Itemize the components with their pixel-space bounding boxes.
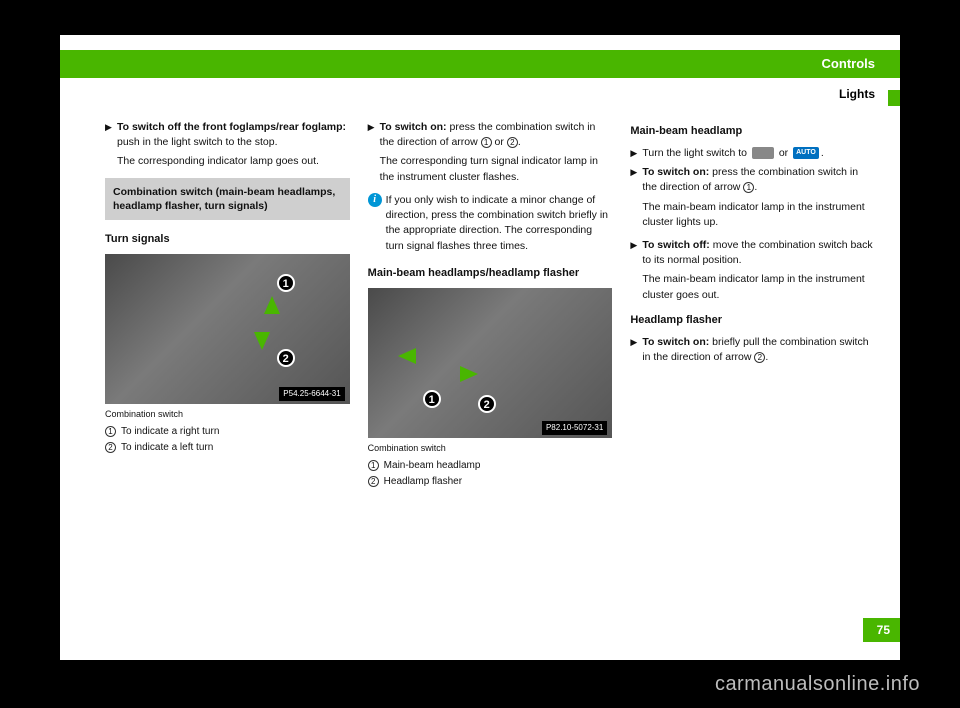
figure-caption: Combination switch — [105, 408, 350, 421]
info-note: i If you only wish to indicate a minor c… — [368, 193, 613, 254]
circled-2: 2 — [754, 352, 765, 363]
bullet-item: ▶ To switch on: press the combination sw… — [630, 165, 875, 195]
watermark: carmanualsonline.info — [715, 673, 920, 696]
bullet-item: ▶ Turn the light switch to or AUTO. — [630, 146, 875, 161]
bullet-text: To switch off the front foglamps/rear fo… — [117, 120, 350, 150]
legend-num: 2 — [368, 475, 384, 490]
callout-1: 1 — [423, 390, 441, 408]
circled-1: 1 — [368, 460, 379, 471]
circled-1: 1 — [743, 182, 754, 193]
text: . — [821, 147, 824, 159]
callout-2: 2 — [478, 395, 496, 413]
bold-text: To switch on: — [380, 121, 447, 133]
bullet-item: ▶ To switch on: press the combination sw… — [368, 120, 613, 150]
bullet-arrow-icon: ▶ — [630, 165, 642, 195]
bullet-arrow-icon: ▶ — [630, 335, 642, 365]
bullet-text: To switch on: press the combination swit… — [642, 165, 875, 195]
bold-text: To switch on: — [642, 166, 709, 178]
arrow-right-icon — [460, 366, 478, 382]
legend-text: Headlamp flasher — [384, 475, 462, 490]
figure-ref: P54.25-6644-31 — [279, 387, 344, 401]
figure-main-beam: 1 2 P82.10-5072-31 — [368, 288, 613, 438]
auto-icon: AUTO — [793, 147, 819, 159]
bullet-arrow-icon: ▶ — [105, 120, 117, 150]
sub-heading: Turn signals — [105, 232, 350, 248]
legend-num: 1 — [105, 425, 121, 440]
sub-heading: Main-beam headlamp — [630, 124, 875, 140]
section-title: Controls — [822, 56, 875, 71]
bullet-arrow-icon: ▶ — [368, 120, 380, 150]
bullet-item: ▶ To switch on: briefly pull the combina… — [630, 335, 875, 365]
edge-tab — [888, 90, 900, 106]
legend-text: To indicate a left turn — [121, 441, 213, 456]
bullet-text: To switch off: move the combination swit… — [642, 238, 875, 268]
column-2: ▶ To switch on: press the combination sw… — [368, 120, 613, 492]
headlamp-icon — [752, 147, 774, 159]
figure-ref: P82.10-5072-31 — [542, 421, 607, 435]
figure-caption: Combination switch — [368, 442, 613, 455]
legend-num: 2 — [105, 441, 121, 456]
circled-2: 2 — [105, 442, 116, 453]
content-columns: ▶ To switch off the front foglamps/rear … — [105, 120, 875, 492]
text: . — [765, 351, 768, 363]
sub-heading: Main-beam headlamps/headlamp flasher — [368, 266, 613, 282]
legend-row: 2 To indicate a left turn — [105, 441, 350, 456]
legend-text: Main-beam headlamp — [384, 459, 481, 474]
info-text: If you only wish to indicate a minor cha… — [386, 193, 613, 254]
manual-page: Controls Lights ▶ To switch off the fron… — [60, 35, 900, 660]
text: push in the light switch to the stop. — [117, 136, 278, 148]
bullet-text: Turn the light switch to or AUTO. — [642, 146, 875, 161]
circled-2: 2 — [368, 476, 379, 487]
bullet-arrow-icon: ▶ — [630, 238, 642, 268]
result-text: The main-beam indicator lamp in the inst… — [642, 200, 875, 230]
text: . — [518, 136, 521, 148]
text: or — [776, 147, 791, 159]
subsection-title: Lights — [839, 87, 875, 101]
arrow-down-icon — [254, 332, 270, 350]
result-text: The corresponding turn signal indicator … — [380, 154, 613, 184]
column-3: Main-beam headlamp ▶ Turn the light swit… — [630, 120, 875, 492]
legend-row: 1 To indicate a right turn — [105, 425, 350, 440]
circled-1: 1 — [105, 426, 116, 437]
text: . — [754, 181, 757, 193]
text: Turn the light switch to — [642, 147, 750, 159]
result-text: The main-beam indicator lamp in the inst… — [642, 272, 875, 302]
page-number: 75 — [863, 618, 900, 642]
sub-heading: Headlamp flasher — [630, 313, 875, 329]
bullet-item: ▶ To switch off: move the combination sw… — [630, 238, 875, 268]
bold-text: To switch on: — [642, 336, 709, 348]
result-text: The corresponding indicator lamp goes ou… — [117, 154, 350, 169]
legend-text: To indicate a right turn — [121, 425, 219, 440]
info-icon: i — [368, 193, 382, 207]
legend-num: 1 — [368, 459, 384, 474]
arrow-up-icon — [264, 296, 280, 314]
figure-turn-signals: 1 2 P54.25-6644-31 — [105, 254, 350, 404]
circled-2: 2 — [507, 137, 518, 148]
bold-text: To switch off: — [642, 239, 709, 251]
column-1: ▶ To switch off the front foglamps/rear … — [105, 120, 350, 492]
text: or — [492, 136, 507, 148]
bullet-arrow-icon: ▶ — [630, 146, 642, 161]
bold-text: To switch off the front foglamps/rear fo… — [117, 121, 346, 133]
bullet-item: ▶ To switch off the front foglamps/rear … — [105, 120, 350, 150]
arrow-left-icon — [398, 348, 416, 364]
section-header-band: Controls — [60, 50, 900, 78]
legend-row: 1 Main-beam headlamp — [368, 459, 613, 474]
legend-row: 2 Headlamp flasher — [368, 475, 613, 490]
callout-1: 1 — [277, 274, 295, 292]
bullet-text: To switch on: press the combination swit… — [380, 120, 613, 150]
topic-grey-box: Combination switch (main-beam headlamps,… — [105, 178, 350, 220]
bullet-text: To switch on: briefly pull the combinati… — [642, 335, 875, 365]
circled-1: 1 — [481, 137, 492, 148]
callout-2: 2 — [277, 349, 295, 367]
